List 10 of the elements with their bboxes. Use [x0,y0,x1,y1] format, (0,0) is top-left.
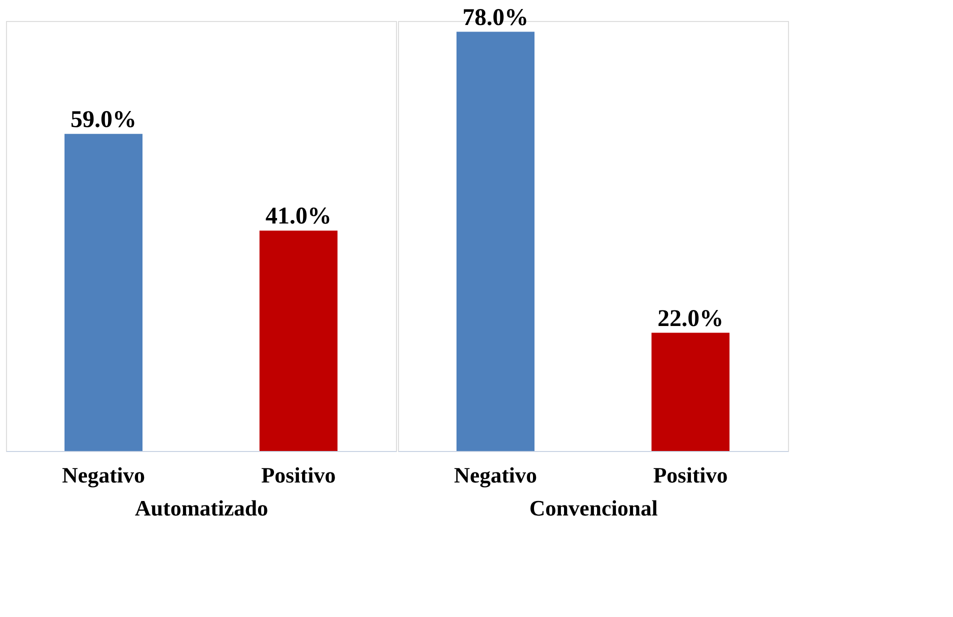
data-label: 41.0% [266,204,332,230]
x-tick-label: Positivo [653,462,728,488]
x-tick-label: Positivo [261,462,336,488]
data-label: 22.0% [658,306,724,332]
x-tick-label: Negativo [454,462,538,488]
x-tick-label: Negativo [62,462,146,488]
data-label: 59.0% [70,106,136,133]
data-label: 78.0% [462,4,528,31]
x-axis-title: Convencional [529,496,658,520]
x-axis-title: Automatizado [134,496,268,520]
